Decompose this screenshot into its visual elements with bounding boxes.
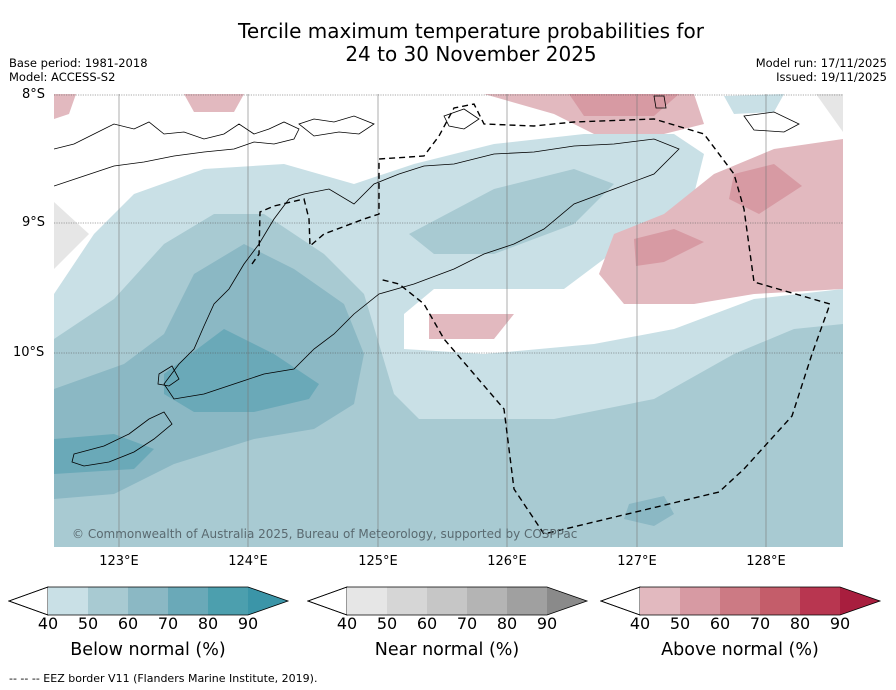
colorbar-segment [48,587,88,615]
wetar-coastline [443,108,480,130]
colorbar-tick-label: 50 [376,614,398,633]
flores-coastline [54,121,300,187]
colorbar-above-normal [600,586,882,616]
colorbar-tick-label: 70 [157,614,179,633]
above-normal-50-central-region [634,229,704,266]
colorbar-segment [128,587,168,615]
colorbar-tick-label: 40 [629,614,651,633]
lon-label-128e: 128°E [746,554,786,569]
meta-left: Base period: 1981-2018 Model: ACCESS-S2 [9,56,148,84]
above-normal-50-region [569,94,679,116]
colorbar-outline [600,586,882,616]
colorbar-tick-label: 50 [77,614,99,633]
small-island-coastline [653,95,667,109]
colorbar-segment [347,587,387,615]
colorbar-tick-label: 40 [37,614,59,633]
colorbar-tick-label: 60 [117,614,139,633]
lon-label-127e: 127°E [617,554,657,569]
colorbar-under-arrow [8,586,49,616]
title-line-1: Tercile maximum temperature probabilitie… [238,19,704,43]
colorbar-segment [760,587,800,615]
colorbar-outline [8,586,290,616]
latitude-gridlines [54,94,843,354]
near-normal-left-region [54,202,89,269]
model-run: Model run: 17/11/2025 [755,56,887,70]
colorbar-segment [387,587,427,615]
colorbar-tick-label: 70 [749,614,771,633]
copyright-notice: © Commonwealth of Australia 2025, Bureau… [72,527,577,541]
timor-coastline [163,138,680,400]
colorbar-over-arrow [840,587,880,615]
colorbar-segment [208,587,248,615]
colorbar-tick-label: 40 [336,614,358,633]
colorbar-tick-label: 50 [669,614,691,633]
colorbar-segment [168,587,208,615]
title-line-2: 24 to 30 November 2025 [345,42,597,66]
colorbar-segment [88,587,128,615]
below-normal-50-band [409,169,614,254]
below-normal-70-region [164,329,319,412]
coastlines [54,95,800,467]
above-normal-40-central-region [429,314,514,339]
lat-label-8s: 8°S [22,87,46,102]
colorbar-segment [680,587,720,615]
colorbar-below-normal [8,586,290,616]
lat-label-9s: 9°S [22,215,46,230]
colorbar-tick-label: 70 [456,614,478,633]
base-period: Base period: 1981-2018 [9,56,148,70]
colorbar-tick-label: 80 [197,614,219,633]
lon-label-126e: 126°E [487,554,527,569]
semau-coastline [157,365,180,387]
colorbar-near-normal [307,586,589,616]
map-panel: © Commonwealth of Australia 2025, Bureau… [54,94,843,547]
above-normal-40-west-region [54,94,76,119]
above-normal-40-north-region [184,94,244,112]
colorbar-tick-label: 90 [237,614,259,633]
lon-label-124e: 124°E [228,554,268,569]
below-normal-60-patch [624,496,674,526]
colorbar-tick-label: 60 [416,614,438,633]
above-normal-50-east-region [729,164,802,214]
issued-date: Issued: 19/11/2025 [776,70,887,84]
near-normal-top-right-region [816,94,843,132]
colorbar-above-normal-title: Above normal (%) [661,640,819,660]
lon-label-123e: 123°E [99,554,139,569]
colorbar-segment [720,587,760,615]
colorbar-segment [800,587,840,615]
colorbar-segment [427,587,467,615]
colorbar-under-arrow [600,586,641,616]
colorbar-tick-label: 80 [789,614,811,633]
colorbar-outline [307,586,589,616]
colorbar-segment [507,587,547,615]
colorbar-segment [467,587,507,615]
colorbar-tick-label: 60 [709,614,731,633]
colorbar-below-normal-title: Below normal (%) [70,640,226,660]
colorbar-under-arrow [307,586,348,616]
map-title: Tercile maximum temperature probabilitie… [0,20,896,66]
longitude-gridlines [118,94,767,547]
meta-right: Model run: 17/11/2025 Issued: 19/11/2025 [756,56,887,84]
lon-label-125e: 125°E [358,554,398,569]
colorbar-tick-label: 90 [829,614,851,633]
colorbar-over-arrow [248,587,288,615]
colorbar-tick-label: 80 [496,614,518,633]
eez-border [251,103,831,535]
colorbar-segment [640,587,680,615]
colorbar-over-arrow [547,587,587,615]
east-islands-coastline [743,111,800,133]
below-normal-40-patch-north [724,94,784,114]
alor-coastline [298,115,375,137]
colorbar-tick-label: 90 [536,614,558,633]
model-name: Model: ACCESS-S2 [9,70,116,84]
eez-legend-note: -- -- -- EEZ border V11 (Flanders Marine… [9,672,318,685]
lat-label-10s: 10°S [13,345,45,360]
colorbar-near-normal-title: Near normal (%) [374,640,520,660]
rote-coastline [71,411,173,467]
